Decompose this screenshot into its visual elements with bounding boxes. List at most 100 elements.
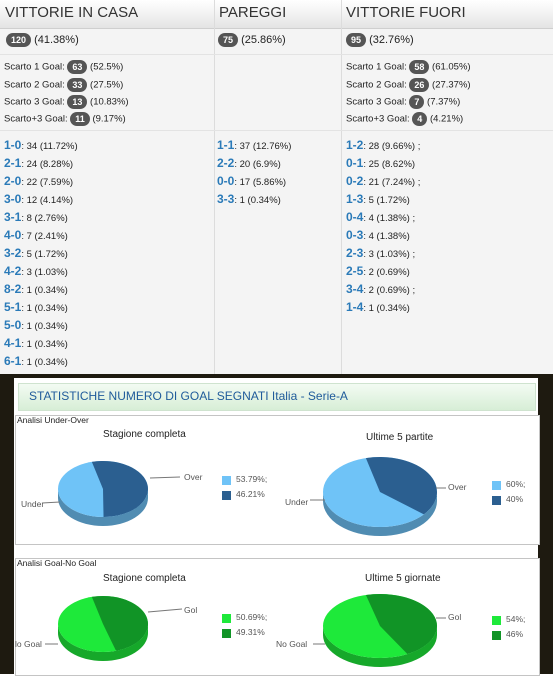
away-total-pct: (32.76%) bbox=[369, 33, 414, 46]
pie-label: Under bbox=[285, 497, 309, 507]
pie-slice-over bbox=[365, 457, 438, 515]
scoreline: 0-0 bbox=[217, 174, 235, 188]
pie-chart-goal-last5 bbox=[313, 594, 446, 667]
legend-swatch bbox=[222, 491, 231, 500]
list-item: 2-0: 22 (7.59%) bbox=[4, 174, 73, 188]
margin-row: Scarto 1 Goal: 63 (52.5%) bbox=[4, 60, 123, 74]
list-item: 3-4: 2 (0.69%) ; bbox=[346, 282, 415, 296]
scoreline: 4-1 bbox=[4, 336, 22, 350]
margin-pct: (4.21%) bbox=[429, 113, 464, 125]
scoreline: 8-2 bbox=[4, 282, 22, 296]
scoreline: 2-0 bbox=[4, 174, 22, 188]
score-detail: : 20 (6.9%) bbox=[234, 159, 281, 170]
pie-chart-goal-season bbox=[45, 595, 183, 661]
margin-row: Scarto+3 Goal: 11 (9.17%) bbox=[4, 112, 126, 126]
legend-swatch bbox=[492, 496, 501, 505]
legend-swatch bbox=[222, 476, 231, 485]
count-badge: 7 bbox=[409, 95, 425, 109]
scoreline: 0-3 bbox=[346, 228, 364, 242]
score-detail: : 28 (9.66%) ; bbox=[363, 141, 421, 152]
list-item: 0-3: 4 (1.38%) bbox=[346, 228, 410, 242]
margin-pct: (52.5%) bbox=[90, 61, 124, 73]
score-detail: : 3 (1.03%) ; bbox=[363, 249, 416, 260]
draw-total: 75 (25.86%) bbox=[218, 33, 286, 47]
score-detail: : 1 (0.34%) bbox=[21, 303, 68, 314]
margin-pct: (27.37%) bbox=[432, 79, 471, 91]
list-item: 3-2: 5 (1.72%) bbox=[4, 246, 68, 260]
scoreline: 5-1 bbox=[4, 300, 22, 314]
score-detail: : 1 (0.34%) bbox=[363, 303, 410, 314]
margin-pct: (61.05%) bbox=[432, 61, 471, 73]
goal-nogoal-label: Analisi Goal-No Goal bbox=[17, 558, 97, 568]
stats-table-background bbox=[0, 0, 553, 374]
pie-chart-under-over-last5 bbox=[310, 457, 446, 536]
margin-pct: (9.17%) bbox=[92, 113, 126, 125]
score-detail: : 17 (5.86%) bbox=[234, 177, 287, 188]
count-badge: 11 bbox=[70, 112, 90, 126]
home-total-pct: (41.38%) bbox=[34, 33, 79, 46]
list-item: 2-1: 24 (8.28%) bbox=[4, 156, 73, 170]
leader-line bbox=[41, 501, 61, 504]
count-badge: 13 bbox=[67, 95, 88, 109]
away-wins-heading: VITTORIE FUORI bbox=[346, 4, 466, 21]
list-item: 5-0: 1 (0.34%) bbox=[4, 318, 68, 332]
scoreline: 3-1 bbox=[4, 210, 22, 224]
column-separator bbox=[214, 0, 215, 374]
margin-row: Scarto 2 Goal: 33 (27.5%) bbox=[4, 78, 123, 92]
list-item: 4-0: 7 (2.41%) bbox=[4, 228, 68, 242]
scoreline: 0-4 bbox=[346, 210, 364, 224]
margin-pct: (10.83%) bbox=[90, 96, 129, 108]
legend-value: 54%; bbox=[506, 614, 526, 624]
legend-swatch bbox=[492, 481, 501, 490]
scoreline: 1-2 bbox=[346, 138, 364, 152]
score-detail: : 24 (8.28%) bbox=[21, 159, 74, 170]
list-item: 1-3: 5 (1.72%) bbox=[346, 192, 410, 206]
score-detail: : 5 (1.72%) bbox=[21, 249, 68, 260]
legend-value: 46% bbox=[506, 629, 524, 639]
pie-side bbox=[58, 624, 148, 661]
legend-swatch bbox=[222, 629, 231, 638]
count-badge: 120 bbox=[6, 33, 32, 47]
score-detail: : 21 (7.24%) ; bbox=[363, 177, 421, 188]
margin-label: Scarto 2 Goal: bbox=[4, 79, 65, 91]
margin-row: Scarto 3 Goal: 13 (10.83%) bbox=[4, 95, 129, 109]
scoreline: 3-2 bbox=[4, 246, 22, 260]
score-detail: : 1 (0.34%) bbox=[21, 321, 68, 332]
list-item: 3-0: 12 (4.14%) bbox=[4, 192, 73, 206]
chart-title: Stagione completa bbox=[103, 429, 186, 440]
column-separator bbox=[341, 0, 342, 374]
score-detail: : 2 (0.69%) ; bbox=[363, 285, 416, 296]
list-item: 4-2: 3 (1.03%) bbox=[4, 264, 68, 278]
scoreline: 3-4 bbox=[346, 282, 364, 296]
count-badge: 63 bbox=[67, 60, 88, 74]
list-item: 2-5: 2 (0.69%) bbox=[346, 264, 410, 278]
score-detail: : 5 (1.72%) bbox=[363, 195, 410, 206]
draws-heading: PAREGGI bbox=[219, 4, 287, 21]
count-badge: 95 bbox=[346, 33, 367, 47]
list-item: 5-1: 1 (0.34%) bbox=[4, 300, 68, 314]
legend-value: 40% bbox=[506, 494, 524, 504]
list-item: 8-2: 1 (0.34%) bbox=[4, 282, 68, 296]
score-detail: : 22 (7.59%) bbox=[21, 177, 74, 188]
score-detail: : 1 (0.34%) bbox=[21, 357, 68, 368]
leader-line bbox=[147, 608, 183, 613]
list-item: 0-1: 25 (8.62%) bbox=[346, 156, 415, 170]
count-badge: 4 bbox=[412, 112, 428, 126]
chart-title: Stagione completa bbox=[103, 573, 186, 584]
list-item: 1-1: 37 (12.76%) bbox=[217, 138, 291, 152]
margin-label: Scarto 1 Goal: bbox=[4, 61, 65, 73]
margin-row: Scarto 2 Goal: 26 (27.37%) bbox=[346, 78, 471, 92]
pie-side bbox=[58, 489, 148, 526]
chart-title: Ultime 5 giornate bbox=[365, 573, 441, 584]
score-detail: : 1 (0.34%) bbox=[21, 339, 68, 350]
margin-row: Scarto 1 Goal: 58 (61.05%) bbox=[346, 60, 471, 74]
margin-label: Scarto+3 Goal: bbox=[4, 113, 68, 125]
divider bbox=[0, 54, 553, 55]
under-over-label: Analisi Under-Over bbox=[17, 415, 89, 425]
scoreline: 0-1 bbox=[346, 156, 364, 170]
pie-label: Over bbox=[184, 472, 203, 482]
score-detail: : 3 (1.03%) bbox=[21, 267, 68, 278]
chart-title: Ultime 5 partite bbox=[366, 432, 434, 443]
list-item: 0-0: 17 (5.86%) bbox=[217, 174, 286, 188]
scoreline: 2-2 bbox=[217, 156, 235, 170]
